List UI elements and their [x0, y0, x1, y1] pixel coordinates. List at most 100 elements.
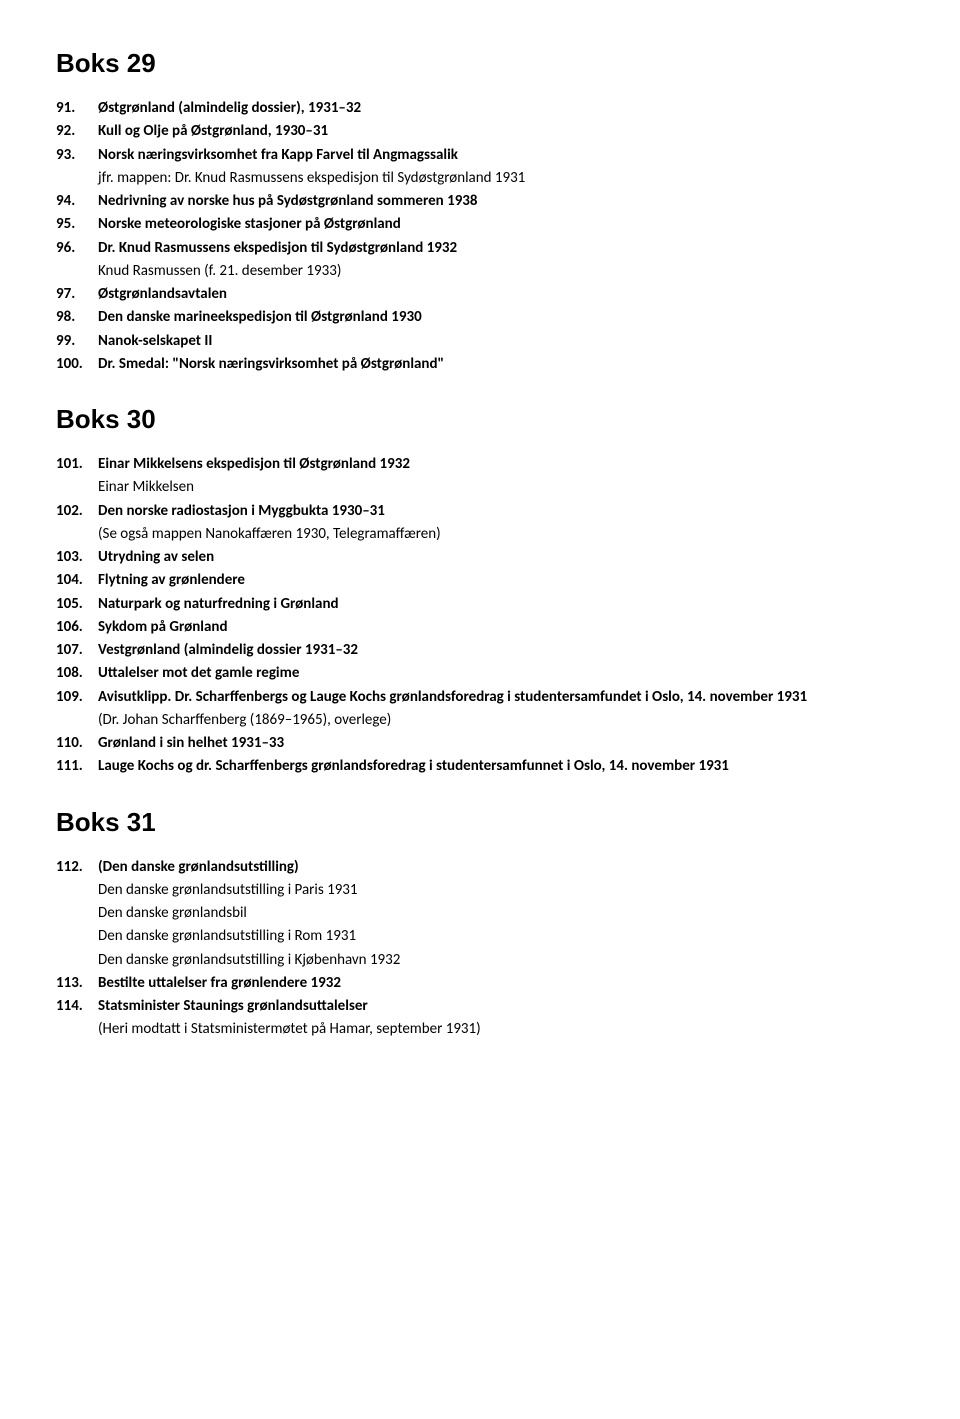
- item-number: 99.: [56, 330, 98, 353]
- item-body: Nanok-selskapet II: [98, 330, 904, 353]
- item-line: Avisutklipp. Dr. Scharffenbergs og Lauge…: [98, 686, 904, 709]
- list-item: 94.Nedrivning av norske hus på Sydøstgrø…: [56, 190, 904, 213]
- item-number: 110.: [56, 732, 98, 755]
- item-number: 105.: [56, 593, 98, 616]
- item-number: 101.: [56, 453, 98, 476]
- item-number: 106.: [56, 616, 98, 639]
- entry-list: 112.(Den danske grønlandsutstilling)Den …: [56, 856, 904, 1042]
- item-line: Lauge Kochs og dr. Scharffenbergs grønla…: [98, 755, 904, 778]
- item-body: Naturpark og naturfredning i Grønland: [98, 593, 904, 616]
- list-item: 110.Grønland i sin helhet 1931–33: [56, 732, 904, 755]
- item-body: Bestilte uttalelser fra grønlendere 1932: [98, 972, 904, 995]
- item-body: Den danske marineekspedisjon til Østgrøn…: [98, 306, 904, 329]
- item-line: Grønland i sin helhet 1931–33: [98, 732, 904, 755]
- list-item: 113.Bestilte uttalelser fra grønlendere …: [56, 972, 904, 995]
- item-body: (Den danske grønlandsutstilling)Den dans…: [98, 856, 904, 972]
- item-number: 114.: [56, 995, 98, 1018]
- item-line: Einar Mikkelsen: [98, 476, 904, 499]
- list-item: 105.Naturpark og naturfredning i Grønlan…: [56, 593, 904, 616]
- item-number: 102.: [56, 500, 98, 523]
- item-line: Kull og Olje på Østgrønland, 1930–31: [98, 120, 904, 143]
- list-item: 101.Einar Mikkelsens ekspedisjon til Øst…: [56, 453, 904, 500]
- item-body: Dr. Knud Rasmussens ekspedisjon til Sydø…: [98, 237, 904, 284]
- list-item: 111.Lauge Kochs og dr. Scharffenbergs gr…: [56, 755, 904, 778]
- item-number: 91.: [56, 97, 98, 120]
- item-number: 100.: [56, 353, 98, 376]
- item-line: jfr. mappen: Dr. Knud Rasmussens ekspedi…: [98, 167, 904, 190]
- item-body: Norsk næringsvirksomhet fra Kapp Farvel …: [98, 144, 904, 191]
- item-number: 113.: [56, 972, 98, 995]
- item-line: Norsk næringsvirksomhet fra Kapp Farvel …: [98, 144, 904, 167]
- list-item: 107.Vestgrønland (almindelig dossier 193…: [56, 639, 904, 662]
- item-number: 108.: [56, 662, 98, 685]
- item-number: 96.: [56, 237, 98, 260]
- list-item: 93.Norsk næringsvirksomhet fra Kapp Farv…: [56, 144, 904, 191]
- section-title: Boks 31: [56, 807, 904, 838]
- item-body: Statsminister Staunings grønlandsuttalel…: [98, 995, 904, 1042]
- item-line: Naturpark og naturfredning i Grønland: [98, 593, 904, 616]
- item-body: Uttalelser mot det gamle regime: [98, 662, 904, 685]
- list-item: 96.Dr. Knud Rasmussens ekspedisjon til S…: [56, 237, 904, 284]
- list-item: 108.Uttalelser mot det gamle regime: [56, 662, 904, 685]
- item-number: 104.: [56, 569, 98, 592]
- item-body: Lauge Kochs og dr. Scharffenbergs grønla…: [98, 755, 904, 778]
- item-number: 92.: [56, 120, 98, 143]
- item-line: (Den danske grønlandsutstilling): [98, 856, 904, 879]
- entry-list: 101.Einar Mikkelsens ekspedisjon til Øst…: [56, 453, 904, 779]
- item-line: Flytning av grønlendere: [98, 569, 904, 592]
- list-item: 91.Østgrønland (almindelig dossier), 193…: [56, 97, 904, 120]
- item-body: Utrydning av selen: [98, 546, 904, 569]
- item-body: Grønland i sin helhet 1931–33: [98, 732, 904, 755]
- item-body: Norske meteorologiske stasjoner på Østgr…: [98, 213, 904, 236]
- item-body: Flytning av grønlendere: [98, 569, 904, 592]
- item-line: (Se også mappen Nanokaffæren 1930, Teleg…: [98, 523, 904, 546]
- item-body: Den norske radiostasjon i Myggbukta 1930…: [98, 500, 904, 547]
- item-line: Den danske grønlandsutstilling i Rom 193…: [98, 925, 904, 948]
- section-title: Boks 29: [56, 48, 904, 79]
- list-item: 109.Avisutklipp. Dr. Scharffenbergs og L…: [56, 686, 904, 733]
- item-line: Uttalelser mot det gamle regime: [98, 662, 904, 685]
- item-line: Bestilte uttalelser fra grønlendere 1932: [98, 972, 904, 995]
- item-line: Nedrivning av norske hus på Sydøstgrønla…: [98, 190, 904, 213]
- item-body: Avisutklipp. Dr. Scharffenbergs og Lauge…: [98, 686, 904, 733]
- list-item: 104.Flytning av grønlendere: [56, 569, 904, 592]
- section-title: Boks 30: [56, 404, 904, 435]
- item-number: 97.: [56, 283, 98, 306]
- list-item: 98.Den danske marineekspedisjon til Østg…: [56, 306, 904, 329]
- entry-list: 91.Østgrønland (almindelig dossier), 193…: [56, 97, 904, 376]
- item-line: Dr. Smedal: "Norsk næringsvirksomhet på …: [98, 353, 904, 376]
- item-body: Vestgrønland (almindelig dossier 1931–32: [98, 639, 904, 662]
- item-line: Den danske marineekspedisjon til Østgrøn…: [98, 306, 904, 329]
- item-number: 107.: [56, 639, 98, 662]
- item-line: Østgrønlandsavtalen: [98, 283, 904, 306]
- item-number: 93.: [56, 144, 98, 167]
- list-item: 99.Nanok-selskapet II: [56, 330, 904, 353]
- list-item: 103.Utrydning av selen: [56, 546, 904, 569]
- list-item: 106.Sykdom på Grønland: [56, 616, 904, 639]
- item-body: Østgrønlandsavtalen: [98, 283, 904, 306]
- document-root: Boks 29 91.Østgrønland (almindelig dossie…: [56, 48, 904, 1042]
- list-item: 102.Den norske radiostasjon i Myggbukta …: [56, 500, 904, 547]
- item-body: Nedrivning av norske hus på Sydøstgrønla…: [98, 190, 904, 213]
- item-line: Den danske grønlandsutstilling i Paris 1…: [98, 879, 904, 902]
- item-number: 98.: [56, 306, 98, 329]
- item-body: Sykdom på Grønland: [98, 616, 904, 639]
- list-item: 114.Statsminister Staunings grønlandsutt…: [56, 995, 904, 1042]
- list-item: 112.(Den danske grønlandsutstilling)Den …: [56, 856, 904, 972]
- item-line: Vestgrønland (almindelig dossier 1931–32: [98, 639, 904, 662]
- item-line: Utrydning av selen: [98, 546, 904, 569]
- item-line: Sykdom på Grønland: [98, 616, 904, 639]
- item-body: Einar Mikkelsens ekspedisjon til Østgrøn…: [98, 453, 904, 500]
- item-number: 94.: [56, 190, 98, 213]
- item-body: Østgrønland (almindelig dossier), 1931–3…: [98, 97, 904, 120]
- item-line: Statsminister Staunings grønlandsuttalel…: [98, 995, 904, 1018]
- item-line: Den norske radiostasjon i Myggbukta 1930…: [98, 500, 904, 523]
- item-number: 112.: [56, 856, 98, 879]
- item-line: (Heri modtatt i Statsministermøtet på Ha…: [98, 1018, 904, 1041]
- list-item: 100.Dr. Smedal: "Norsk næringsvirksomhet…: [56, 353, 904, 376]
- item-number: 103.: [56, 546, 98, 569]
- item-line: Knud Rasmussen (f. 21. desember 1933): [98, 260, 904, 283]
- item-line: Dr. Knud Rasmussens ekspedisjon til Sydø…: [98, 237, 904, 260]
- item-body: Dr. Smedal: "Norsk næringsvirksomhet på …: [98, 353, 904, 376]
- list-item: 92.Kull og Olje på Østgrønland, 1930–31: [56, 120, 904, 143]
